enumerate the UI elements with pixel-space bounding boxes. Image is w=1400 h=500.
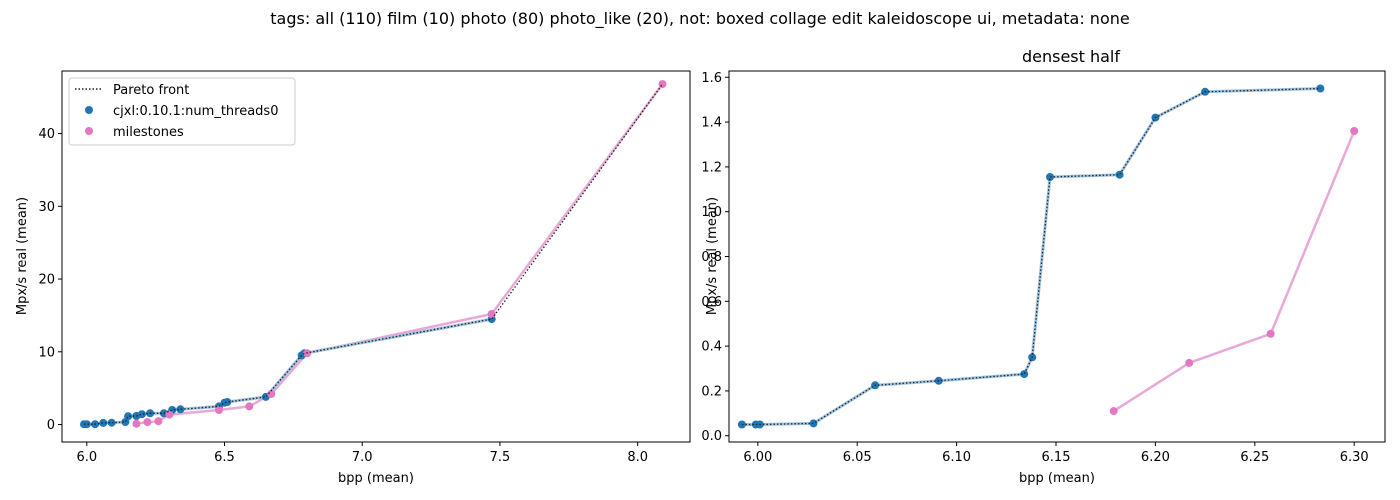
figure-title: tags: all (110) film (10) photo (80) pho… [270, 9, 1129, 29]
left-y-tick-label: 40 [38, 127, 55, 142]
milestone-point [1185, 358, 1194, 367]
pareto-front-line [84, 83, 664, 425]
series-point [1115, 170, 1124, 179]
left-x-axis-label: bpp (mean) [338, 471, 414, 486]
right-y-tick-label: 0.2 [701, 384, 722, 399]
milestone-point [658, 80, 667, 89]
right-x-tick-label: 6.05 [843, 450, 872, 465]
left-y-tick-label: 30 [38, 200, 55, 215]
left-chart: 6.0 6.5 7.0 7.5 8.0 0 10 20 30 40 bpp (mean) Mpx/… [15, 70, 691, 486]
right-chart: 6.00 6.05 6.10 6.15 6.20 6.25 6.30 0.0 0.2 0.4 0.6… [701, 47, 1386, 486]
series-point [176, 405, 185, 414]
right-y-tick-label: 0.4 [701, 340, 722, 355]
right-x-tick-label: 6.00 [743, 450, 772, 465]
series-point [1020, 370, 1029, 379]
milestones-line [136, 83, 664, 425]
series-point [124, 412, 133, 421]
left-x-tick-label: 6.5 [214, 450, 235, 465]
milestone-point [267, 390, 276, 398]
milestones-line [1113, 130, 1356, 413]
left-x-tick-label: 6.0 [76, 450, 97, 465]
series-point [223, 398, 232, 406]
right-y-tick-label: 0.0 [701, 429, 722, 444]
series-point [107, 418, 116, 427]
legend-milestones-label: milestones [113, 125, 184, 140]
right-x-tick-label: 6.15 [1042, 450, 1071, 465]
milestone-point [487, 310, 496, 318]
right-y-tick-label: 1.2 [701, 160, 722, 175]
milestone-point [1266, 329, 1275, 338]
right-y-tick-label: 1.0 [701, 205, 722, 220]
right-x-axis-label: bpp (mean) [1019, 471, 1095, 486]
legend: Pareto front cjxl:0.10.1:num_threads0 mi… [68, 77, 296, 146]
milestone-point [132, 419, 141, 428]
left-x-tick-label: 8.0 [627, 450, 648, 465]
series-point [137, 410, 146, 419]
left-y-axis-label: Mpx/s real (mean) [15, 197, 30, 315]
pareto-front-line [741, 87, 1321, 426]
right-chart-title: densest half [1022, 47, 1120, 66]
right-x-tick-label: 6.20 [1141, 450, 1170, 465]
series-point [809, 419, 818, 428]
milestone-point [165, 410, 174, 419]
series-point [1046, 173, 1054, 181]
right-x-tick-label: 6.30 [1340, 450, 1369, 465]
right-x-tick-label: 6.10 [942, 450, 971, 465]
milestone-point [143, 418, 152, 427]
left-y-tick-label: 10 [38, 345, 55, 360]
right-y-tick-label: 1.4 [701, 116, 722, 131]
right-x-tick-label: 6.25 [1240, 450, 1269, 465]
legend-box [68, 77, 296, 146]
legend-series-swatch [85, 106, 93, 114]
right-y-axis-label: Mpx/s real (mean) [705, 197, 720, 315]
legend-pareto-label: Pareto front [113, 83, 189, 98]
series-point [82, 420, 91, 429]
milestone-point [154, 417, 163, 426]
legend-milestones-swatch [85, 127, 93, 135]
right-y-tick-label: 1.6 [701, 71, 722, 86]
legend-series-label: cjxl:0.10.1:num_threads0 [113, 104, 278, 119]
milestone-point [245, 402, 254, 411]
milestone-point [1350, 127, 1359, 135]
series-point [99, 418, 108, 427]
left-y-tick-label: 0 [47, 418, 55, 433]
milestone-point [1109, 407, 1118, 416]
left-y-tick-label: 20 [38, 273, 55, 288]
milestone-point [215, 406, 223, 414]
left-x-tick-label: 7.0 [352, 450, 373, 465]
right-y-tick-label: 0.8 [701, 250, 722, 265]
left-x-tick-label: 7.5 [490, 450, 511, 465]
right-plot-area [728, 70, 1386, 443]
right-y-tick-label: 0.6 [701, 295, 722, 310]
